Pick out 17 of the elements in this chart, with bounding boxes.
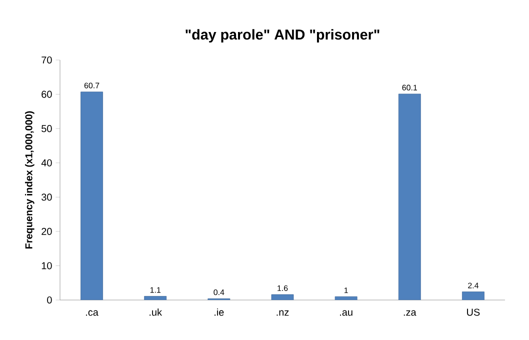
x-tick-label: .za (404, 310, 416, 316)
y-tick-label: 60 (42, 90, 52, 98)
y-tick-label: 50 (42, 125, 52, 132)
y-tick-label: 10 (42, 262, 52, 270)
y-axis-title: Frequency index (x1,000,000) (25, 111, 34, 249)
y-tick-label: 0 (47, 296, 52, 304)
x-tick-label: .nz (276, 310, 289, 316)
y-tick-label: 20 (42, 228, 52, 235)
y-tick-label: 30 (42, 194, 52, 201)
chart-title: "day parole" AND "prisoner" (186, 29, 380, 43)
x-tick-label: .au (340, 310, 352, 316)
x-tick-label: .ie (214, 308, 224, 316)
y-tick-label: 70 (42, 56, 52, 64)
x-tick-label: .ca (86, 310, 98, 316)
y-tick-label: 40 (41, 159, 52, 166)
x-tick-label: .uk (150, 308, 162, 316)
x-tick-label: US (467, 308, 480, 316)
